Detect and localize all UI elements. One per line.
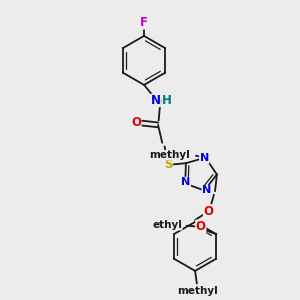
Text: methyl: methyl	[177, 286, 218, 296]
Text: N: N	[151, 94, 161, 107]
Text: H: H	[162, 94, 172, 107]
Text: N: N	[202, 185, 211, 196]
Text: S: S	[164, 158, 172, 171]
Text: methyl: methyl	[149, 150, 190, 160]
Text: O: O	[203, 205, 214, 218]
Text: O: O	[131, 116, 141, 129]
Text: N: N	[200, 153, 209, 163]
Text: N: N	[181, 177, 190, 187]
Text: O: O	[196, 220, 206, 233]
Text: F: F	[140, 16, 148, 29]
Text: ethyl: ethyl	[152, 220, 182, 230]
